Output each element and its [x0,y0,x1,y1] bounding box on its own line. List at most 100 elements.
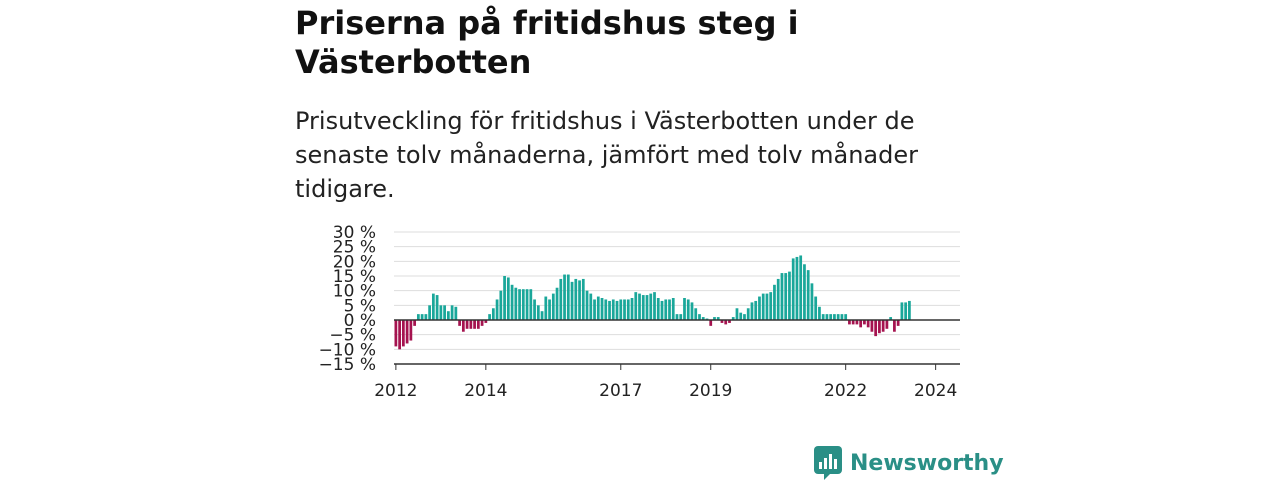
bar [619,299,623,320]
chart-title: Priserna på fritidshus steg i Västerbott… [295,4,799,81]
bar [638,293,641,320]
bar [649,293,653,320]
bar [698,314,701,320]
bar [578,280,581,320]
bar [589,293,593,320]
bar [709,320,713,326]
bar [484,320,488,323]
bar [465,320,469,329]
bar [615,300,619,320]
bar [596,296,600,320]
bar [825,314,829,320]
bar [788,271,791,320]
bar [896,320,900,326]
bar [728,320,731,323]
bar [743,314,746,320]
bar [476,320,480,329]
bars [394,255,911,350]
x-tick-label: 2024 [914,381,957,401]
bar [866,320,870,328]
bar [806,270,810,320]
bar [473,320,476,329]
bar [416,314,420,320]
bar [521,289,525,320]
bar [585,290,589,320]
bar [653,292,656,320]
x-tick-label: 2017 [599,381,642,401]
bar [563,274,566,320]
bar [814,296,818,320]
bar [593,299,596,320]
bar [626,299,630,320]
brand-name: Newsworthy [850,450,1004,476]
bar [799,255,803,320]
bar [660,300,664,320]
bar [746,308,750,320]
y-tick-label: −10 % [319,340,376,360]
y-tick-label: −15 % [319,355,376,375]
bar [548,299,551,320]
bar [559,278,563,320]
bar [431,293,435,320]
bar [795,256,799,320]
bar [690,302,694,320]
bar [694,308,698,320]
bar [791,258,795,320]
y-tick-label: 10 % [333,282,376,302]
x-tick-label: 2019 [689,381,732,401]
chart-subtitle: Prisutveckling för fritidshus i Västerbo… [295,107,918,203]
bar [904,302,908,320]
bar [656,298,660,320]
bar [608,300,611,320]
y-tick-label: −5 % [329,326,376,346]
bar [641,295,645,320]
bar [544,296,548,320]
bar [863,320,866,325]
y-tick-label: 15 % [333,267,376,287]
bar [731,317,735,320]
bar [401,320,405,347]
bar [518,289,521,320]
bar-chart: 30 %25 %20 %15 %10 %5 %0 %−5 %−10 %−15 %… [319,223,960,401]
bar [889,317,893,320]
bar [581,278,585,320]
bar [540,311,544,320]
bar [454,306,458,320]
bar [574,278,578,320]
bar [754,300,758,320]
bar [533,299,536,320]
bar [446,311,450,320]
bar [829,314,833,320]
bar [758,296,761,320]
bar [503,276,506,320]
bar [506,277,510,320]
bar [499,290,503,320]
bar [514,287,518,320]
x-tick-label: 2012 [374,381,417,401]
bar [529,289,533,320]
bar [870,320,874,332]
bar [671,298,675,320]
bar [844,314,848,320]
bar [900,302,904,320]
bar [683,298,686,320]
bar [450,305,454,320]
bar [724,320,728,325]
bar [435,295,439,320]
axes [394,319,960,370]
y-tick-label: 0 % [344,311,376,331]
bar [720,320,724,323]
y-tick-label: 25 % [333,238,376,258]
brand-footer: Newsworthy [814,446,1004,480]
bar [668,299,671,320]
bar [803,264,806,320]
bar [645,295,649,320]
bar [765,293,769,320]
bar [750,302,754,320]
bar [818,306,821,320]
bar [840,314,844,320]
bar [769,292,773,320]
bar [874,320,878,337]
bar [893,320,896,332]
bar [848,320,851,325]
